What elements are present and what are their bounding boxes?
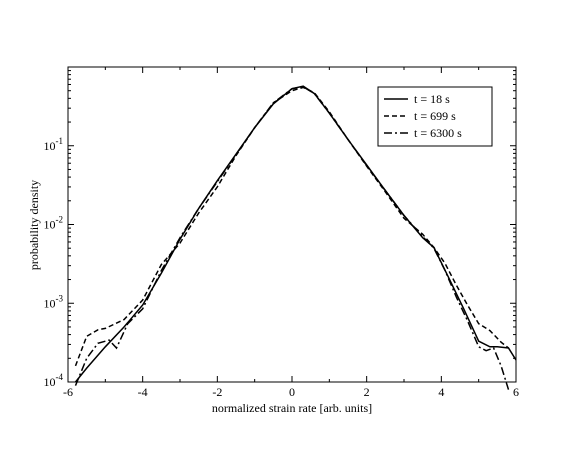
- y-tick-label: 10-3: [44, 293, 64, 310]
- y-tick-label: 10-4: [44, 372, 64, 389]
- y-axis-label: probability density: [27, 180, 41, 270]
- x-tick-label: -4: [138, 385, 148, 399]
- legend-entry-label: t = 699 s: [414, 109, 456, 123]
- legend-entry-label: t = 6300 s: [414, 126, 462, 140]
- y-tick-label: 10-2: [44, 215, 64, 232]
- x-tick-label: 2: [364, 385, 370, 399]
- x-tick-label: 6: [513, 385, 519, 399]
- x-tick-label: 4: [438, 385, 444, 399]
- series-line-3: [74, 86, 510, 390]
- x-tick-label: 0: [289, 385, 295, 399]
- x-tick-label: -6: [63, 385, 73, 399]
- x-axis-label: normalized strain rate [arb. units]: [212, 401, 372, 415]
- legend-entry-label: t = 18 s: [414, 92, 450, 106]
- x-tick-label: -2: [212, 385, 222, 399]
- legend: t = 18 s t = 699 s t = 6300 s: [377, 86, 493, 147]
- series-layer: [74, 85, 517, 390]
- y-tick-label: 10-1: [44, 136, 64, 153]
- axis-ticks: -6 -4 -2 0 2 4 6 10-4 10-3 10-2 10-1: [44, 67, 519, 399]
